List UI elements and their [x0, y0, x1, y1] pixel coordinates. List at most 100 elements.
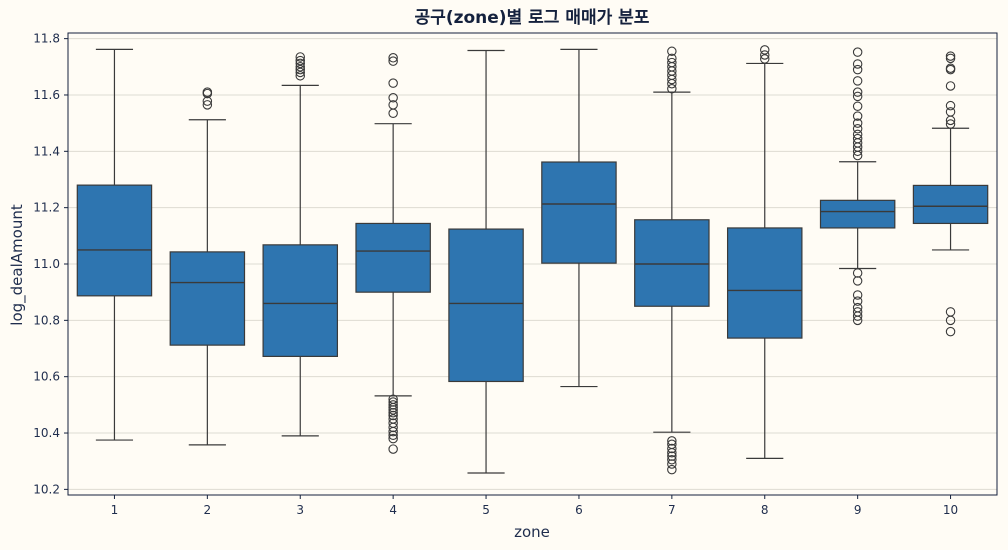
- box-zone-1: [76, 48, 153, 441]
- outlier-point: [945, 81, 956, 91]
- y-tick-label: 11.6: [33, 88, 60, 102]
- outlier-point: [852, 59, 863, 69]
- outlier-point: [388, 53, 398, 63]
- boxes-layer: [76, 45, 989, 475]
- outlier-point: [945, 326, 956, 337]
- y-tick-label: 11.8: [33, 32, 60, 46]
- outlier-point: [852, 268, 863, 278]
- outlier-point: [667, 46, 677, 57]
- outlier-point: [295, 62, 305, 72]
- outlier-point: [388, 93, 398, 103]
- y-tick-label: 11.0: [33, 257, 60, 271]
- outlier-point: [852, 276, 863, 286]
- outlier-point: [388, 444, 398, 454]
- x-tick-label: 6: [575, 503, 583, 517]
- outlier-point: [852, 64, 863, 75]
- iqr-box: [912, 184, 989, 225]
- y-tick-label: 10.2: [33, 482, 60, 496]
- box-zone-6: [541, 48, 617, 388]
- outlier-point: [667, 84, 677, 94]
- outlier-point: [852, 302, 863, 313]
- outlier-point: [295, 67, 305, 78]
- outlier-point: [202, 100, 213, 110]
- box-zone-8: [726, 45, 803, 459]
- outlier-point: [202, 87, 213, 97]
- x-axis-ticks: 1 2 3 4 5 6 7 8 9 10: [111, 495, 958, 517]
- outlier-point: [388, 433, 398, 444]
- outlier-point: [852, 76, 863, 86]
- y-tick-label: 11.2: [33, 201, 60, 215]
- iqr-box: [76, 184, 153, 297]
- outlier-point: [852, 307, 863, 317]
- x-tick-label: 5: [482, 503, 490, 517]
- outlier-point: [295, 52, 305, 62]
- outlier-point: [945, 63, 956, 73]
- box-zone-3: [262, 52, 339, 437]
- outlier-point: [852, 133, 863, 144]
- outlier-point: [759, 54, 770, 64]
- outlier-point: [759, 45, 770, 55]
- y-tick-label: 11.4: [33, 144, 60, 158]
- iqr-box: [262, 244, 339, 358]
- outlier-point: [202, 96, 213, 106]
- y-tick-label: 10.8: [33, 313, 60, 327]
- outlier-point: [852, 87, 863, 97]
- outlier-point: [388, 56, 398, 66]
- iqr-box: [169, 251, 246, 346]
- outlier-point: [945, 53, 956, 64]
- iqr-box: [448, 228, 524, 383]
- outlier-point: [667, 464, 677, 475]
- x-tick-label: 2: [204, 503, 212, 517]
- outlier-point: [945, 307, 956, 317]
- outlier-point: [945, 100, 956, 111]
- outlier-point: [667, 57, 677, 68]
- outlier-point: [945, 51, 956, 61]
- y-axis-label: log_dealAmount: [8, 204, 27, 326]
- outlier-point: [852, 124, 863, 134]
- outlier-point: [388, 394, 398, 404]
- outlier-point: [388, 100, 398, 110]
- outlier-point: [852, 129, 863, 140]
- box-zone-7: [634, 46, 710, 475]
- y-tick-label: 10.6: [33, 370, 60, 384]
- outlier-point: [667, 443, 677, 454]
- x-tick-label: 3: [296, 503, 304, 517]
- outlier-point: [945, 107, 956, 117]
- outlier-point: [852, 111, 863, 121]
- outlier-point: [667, 455, 677, 465]
- y-tick-label: 10.4: [33, 426, 60, 440]
- x-tick-label: 4: [389, 503, 397, 517]
- outlier-point: [295, 64, 305, 75]
- outlier-point: [295, 58, 305, 69]
- y-axis-ticks: 10.2 10.4 10.6 10.8 11.0 11.2 11.4 11.6 11.8: [33, 32, 68, 496]
- box-zone-2: [169, 87, 246, 446]
- outlier-point: [667, 439, 677, 450]
- x-tick-label: 9: [854, 503, 862, 517]
- chart-title: 공구(zone)별 로그 매매가 분포: [415, 8, 650, 28]
- iqr-box: [819, 199, 896, 229]
- outlier-point: [388, 400, 398, 410]
- outlier-point: [388, 418, 398, 428]
- outlier-point: [295, 55, 305, 66]
- iqr-box: [634, 219, 710, 307]
- x-tick-label: 7: [668, 503, 676, 517]
- outlier-point: [388, 397, 398, 407]
- outlier-point: [852, 101, 863, 111]
- outlier-point: [852, 118, 863, 128]
- outlier-point: [388, 78, 398, 88]
- outlier-point: [852, 296, 863, 306]
- iqr-box: [726, 227, 803, 339]
- x-axis-label: zone: [514, 523, 550, 541]
- box-zone-9: [819, 47, 896, 326]
- outlier-point: [667, 451, 677, 461]
- outlier-point: [388, 108, 398, 119]
- outlier-point: [852, 91, 863, 102]
- x-tick-label: 10: [943, 503, 958, 517]
- outlier-point: [759, 50, 770, 60]
- outlier-point: [852, 290, 863, 300]
- outlier-point: [667, 436, 677, 446]
- outlier-point: [945, 119, 956, 129]
- outlier-point: [852, 47, 863, 57]
- box-zone-5: [448, 49, 524, 474]
